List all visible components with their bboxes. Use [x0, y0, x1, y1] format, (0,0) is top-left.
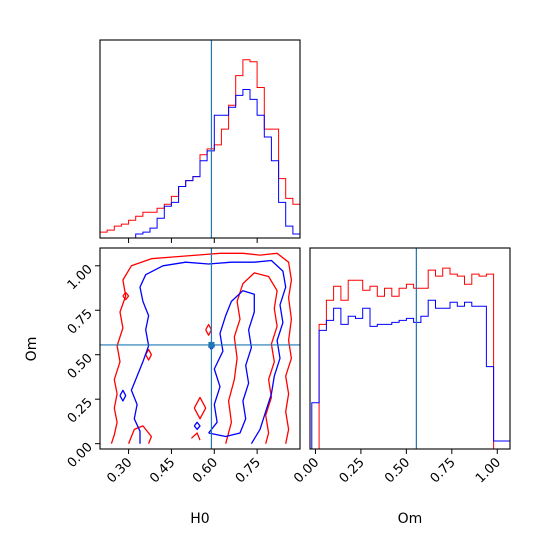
- x-tick-label: 1.00: [473, 455, 504, 486]
- hist-Om-series-blue: [311, 299, 511, 449]
- x-tick-label: 0.00: [291, 455, 322, 486]
- hist-H0-panel: [99, 39, 301, 243]
- contour-y-ticks: 0.00 0.25 0.50 0.75 1.00: [65, 262, 100, 471]
- contour-blue-8: [130, 259, 287, 445]
- contour-y-label: Om: [24, 337, 40, 362]
- y-tick-label: 0.50: [65, 351, 96, 382]
- y-tick-label: 0.75: [65, 306, 96, 337]
- contour-red-7: [205, 323, 213, 336]
- hist-Om-frame: [309, 247, 511, 450]
- hist-Om-series-red: [311, 267, 510, 450]
- x-tick-label: 0.75: [233, 455, 264, 486]
- contour-blue-10: [119, 389, 127, 402]
- contour-truth-marker: [208, 341, 215, 348]
- contour-frame: [99, 247, 301, 450]
- contour-red-0: [110, 252, 293, 444]
- hist-H0-x-ticks: [128, 238, 258, 243]
- contour-red-2: [225, 272, 278, 444]
- contour-blue-12: [193, 421, 201, 431]
- x-tick-label: 0.45: [147, 455, 178, 486]
- contour-red-6: [122, 291, 130, 301]
- contour-red-5: [145, 348, 153, 361]
- contour-red-3: [193, 396, 207, 420]
- hist-Om-panel: 0.00 0.25 0.50 0.75 1.00 Om: [291, 247, 511, 527]
- y-tick-label: 0.00: [65, 440, 96, 471]
- y-tick-label: 0.25: [65, 395, 96, 426]
- contour-panel: 0.30 0.45 0.60 0.75 0.00 0.25 0.50 0.75 1.00 H0…: [24, 247, 301, 527]
- truth-marker-square: [208, 341, 215, 348]
- hist-Om-x-label: Om: [398, 511, 423, 527]
- y-tick-label: 1.00: [65, 262, 96, 293]
- contour-x-label: H0: [190, 511, 209, 527]
- contour-lines: [110, 252, 293, 445]
- hist-H0-series-red: [99, 59, 301, 238]
- contour-red-1: [127, 425, 153, 444]
- hist-H0-series-blue: [100, 89, 301, 239]
- hist-Om-x-ticks: 0.00 0.25 0.50 0.75 1.00: [291, 449, 504, 486]
- hist-H0-frame: [99, 39, 301, 239]
- x-tick-label: 0.60: [190, 455, 221, 486]
- contour-red-4: [190, 432, 201, 441]
- x-tick-label: 0.30: [104, 455, 135, 486]
- contour-blue-9: [208, 290, 255, 438]
- x-tick-label: 0.25: [337, 455, 368, 486]
- contour-x-ticks: 0.30 0.45 0.60 0.75: [104, 449, 264, 486]
- x-tick-label: 0.50: [382, 455, 413, 486]
- x-tick-label: 0.75: [428, 455, 459, 486]
